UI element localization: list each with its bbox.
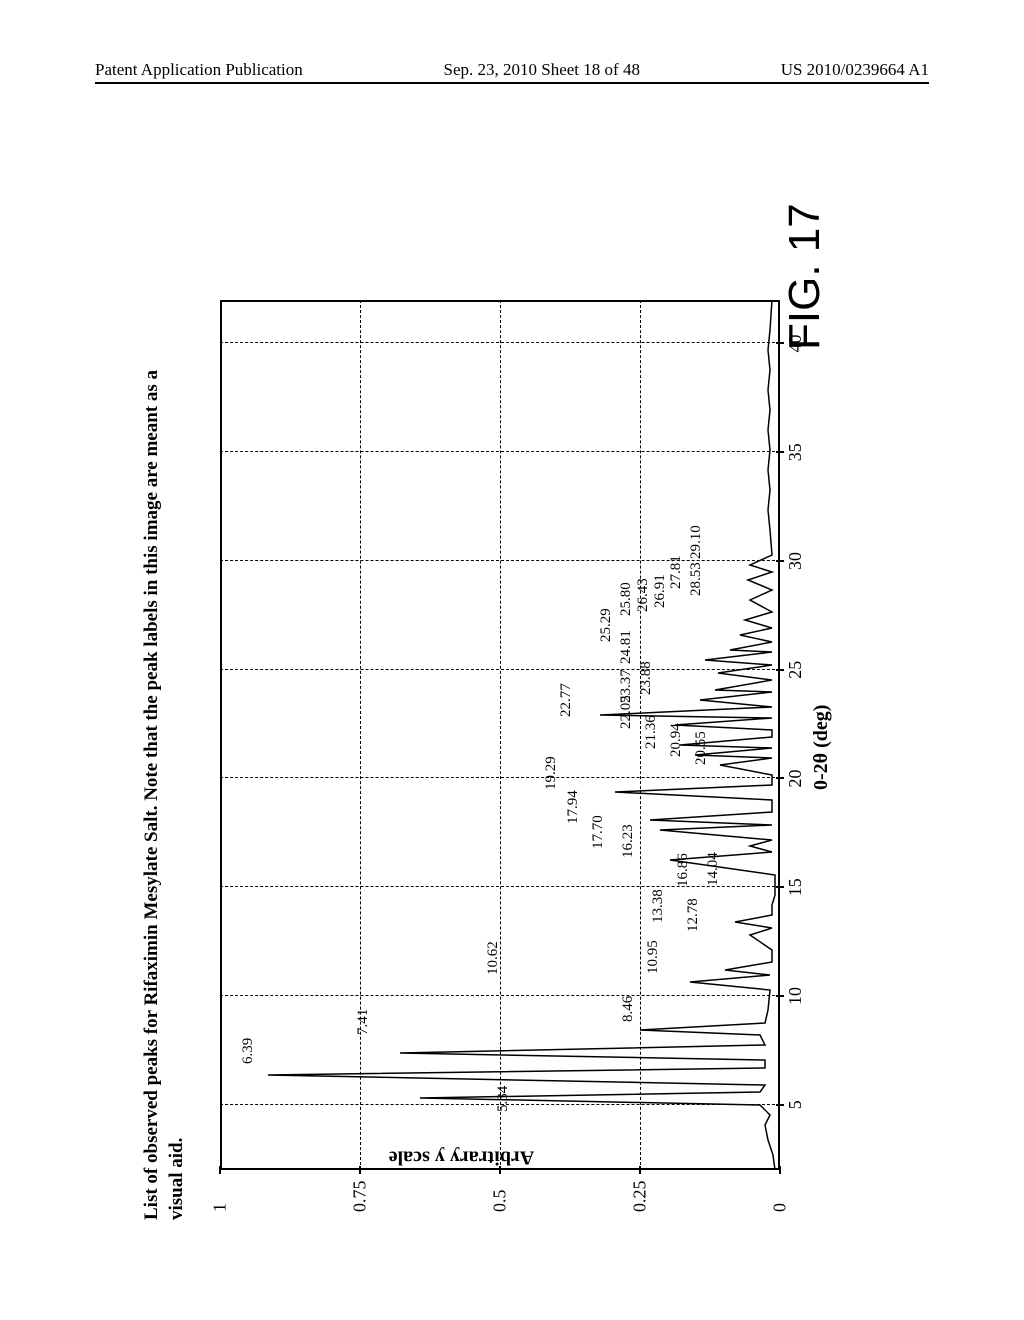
x-tick-label: 20: [785, 770, 806, 788]
xrd-trace: [220, 300, 780, 1170]
x-tick-label: 10: [785, 987, 806, 1005]
figure-caption: List of observed peaks for Rifaximin Mes…: [140, 320, 189, 1220]
x-axis-label: 0-2θ (deg): [810, 705, 833, 790]
x-tick-label: 30: [785, 552, 806, 570]
header-center: Sep. 23, 2010 Sheet 18 of 48: [444, 60, 640, 80]
patent-header: Patent Application Publication Sep. 23, …: [0, 60, 1024, 80]
y-tick-label: 0.5: [490, 1190, 511, 1213]
x-tick-label: 40: [785, 335, 806, 353]
x-tick-label: 5: [785, 1100, 806, 1109]
y-tick-label: 1: [210, 1203, 231, 1212]
header-right: US 2010/0239664 A1: [781, 60, 929, 80]
figure-inner: List of observed peaks for Rifaximin Mes…: [140, 160, 880, 1220]
y-tick-label: 0.25: [630, 1181, 651, 1213]
header-divider: [95, 82, 929, 84]
x-tick-label: 15: [785, 878, 806, 896]
x-tick-label: 25: [785, 661, 806, 679]
x-tick-label: 35: [785, 443, 806, 461]
y-tick-label: 0: [770, 1203, 791, 1212]
figure-number-label: FIG. 17: [780, 203, 830, 350]
y-tick-label: 0.75: [350, 1181, 371, 1213]
header-left: Patent Application Publication: [95, 60, 303, 80]
figure-container: List of observed peaks for Rifaximin Mes…: [0, 320, 1024, 1060]
